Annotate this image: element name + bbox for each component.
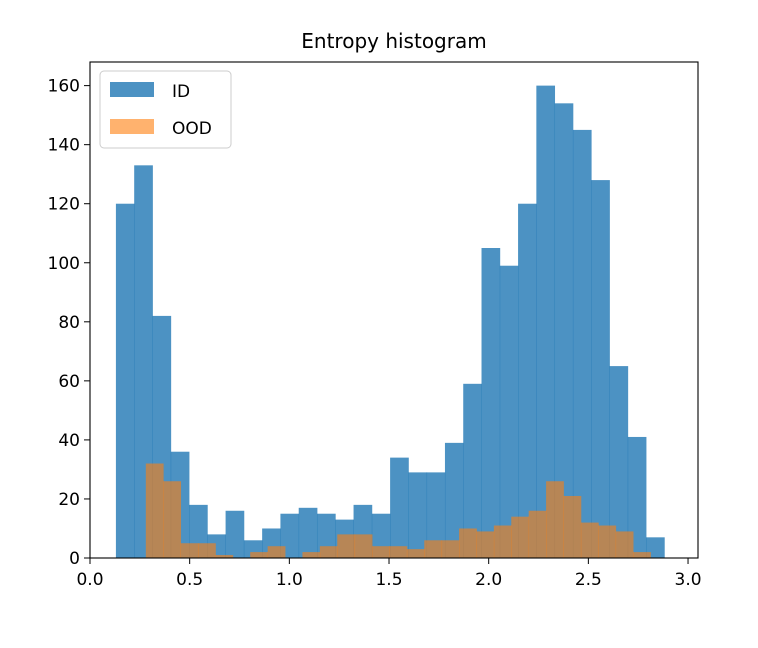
id-bar <box>554 103 574 558</box>
id-bars <box>115 85 665 559</box>
legend-swatch-id <box>110 82 154 97</box>
id-bar <box>134 165 153 558</box>
ood-bar <box>267 546 286 558</box>
ood-bar <box>615 531 634 558</box>
ood-bar <box>424 540 443 558</box>
x-tick-label: 0.0 <box>76 570 103 590</box>
legend-label-ood: OOD <box>172 119 212 139</box>
legend-swatch-ood <box>110 119 154 134</box>
ood-bar <box>319 546 338 558</box>
ood-bar <box>302 552 321 558</box>
ood-bar <box>215 555 234 558</box>
x-tick-label: 1.0 <box>276 570 303 590</box>
ood-bar <box>337 534 356 558</box>
x-tick-label: 2.5 <box>575 570 602 590</box>
ood-bar <box>511 516 530 558</box>
ood-bar <box>563 496 582 558</box>
ood-bar <box>633 552 651 558</box>
y-axis: 0 20 40 60 80 100 120 140 160 <box>48 77 90 569</box>
x-tick-label: 2.0 <box>475 570 502 590</box>
plot-frame <box>89 61 699 559</box>
chart-title: Entropy histogram <box>301 29 486 53</box>
ood-bar <box>163 481 182 558</box>
id-bar <box>444 442 464 558</box>
legend-label-id: ID <box>172 82 190 102</box>
ood-bar <box>198 543 216 558</box>
ood-bar <box>598 525 617 558</box>
ood-bar <box>528 510 547 558</box>
x-tick-label: 3.0 <box>675 570 702 590</box>
ood-bar <box>145 463 164 558</box>
ood-bar <box>441 540 460 558</box>
y-tick-label: 140 <box>48 136 80 156</box>
id-bar <box>572 129 592 558</box>
id-bar <box>390 457 409 558</box>
ood-bar <box>476 531 495 558</box>
ood-bar <box>354 534 373 558</box>
id-bar <box>536 85 556 559</box>
x-axis: 0.0 0.5 1.0 1.5 2.0 2.5 3.0 <box>76 558 702 590</box>
id-bar <box>481 248 501 558</box>
legend: ID OOD <box>99 70 232 149</box>
id-bar <box>499 265 519 558</box>
ood-bar <box>546 481 564 558</box>
ood-bar <box>459 528 477 558</box>
id-bar <box>463 383 482 558</box>
ood-bar <box>406 549 425 558</box>
y-tick-label: 120 <box>48 195 80 215</box>
x-tick-label: 1.5 <box>375 570 402 590</box>
ood-bar <box>389 546 408 558</box>
y-tick-label: 100 <box>48 254 80 274</box>
ood-bar <box>250 552 269 558</box>
ood-bar <box>372 546 390 558</box>
id-bar <box>115 203 135 558</box>
ood-bar <box>580 522 599 558</box>
ood-bars <box>145 463 651 558</box>
id-bar <box>426 472 446 558</box>
ood-bar <box>493 525 512 558</box>
y-tick-label: 160 <box>48 77 80 97</box>
id-bar <box>591 180 610 558</box>
id-bar <box>408 472 428 558</box>
id-bar <box>609 366 629 558</box>
ood-bar <box>180 543 199 558</box>
id-bar <box>627 436 647 558</box>
y-tick-label: 20 <box>58 490 80 510</box>
y-tick-label: 40 <box>58 431 80 451</box>
y-tick-label: 80 <box>58 313 80 333</box>
y-tick-label: 0 <box>69 549 80 569</box>
id-bar <box>225 510 245 558</box>
id-bar <box>518 203 537 558</box>
y-tick-label: 60 <box>58 372 80 392</box>
id-bar <box>298 507 318 558</box>
x-tick-label: 0.5 <box>176 570 203 590</box>
